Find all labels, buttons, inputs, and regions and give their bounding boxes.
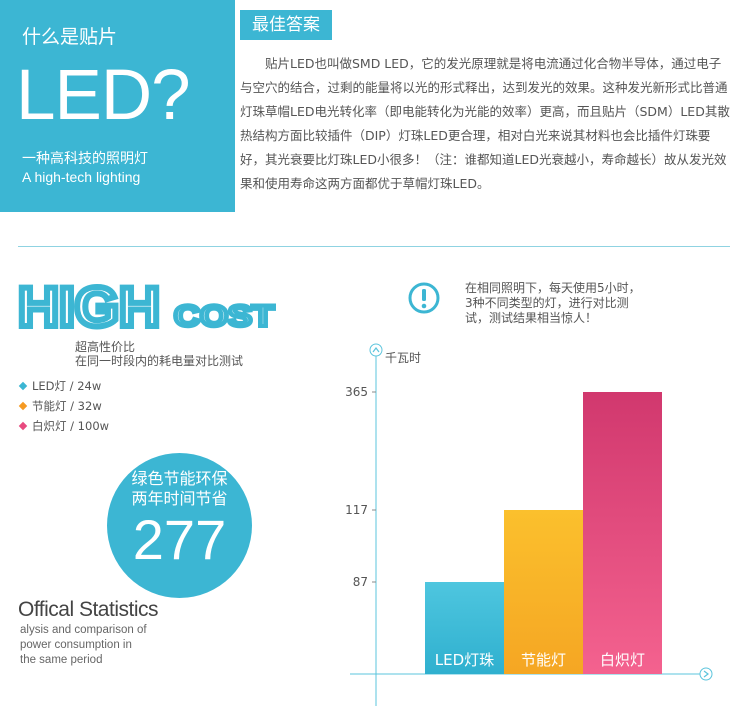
savings-number: 277: [132, 508, 227, 571]
y-tick-label: 365: [345, 385, 368, 399]
bar-label: LED灯珠: [435, 651, 494, 669]
stats-line: power consumption in: [20, 639, 132, 651]
x-axis-arrow-icon: [699, 667, 713, 681]
hero-question: 什么是贴片: [22, 26, 118, 48]
savings-circle: 绿色节能环保 两年时间节省 277: [107, 453, 252, 598]
legend-label: LED灯 / 24w: [32, 379, 102, 393]
diamond-icon: [18, 381, 28, 391]
hero-panel: 什么是贴片 LED? 一种高科技的照明灯 A high-tech lightin…: [0, 0, 235, 212]
test-note: 在相同照明下，每天使用5小时，3种不同类型的灯，进行对比测试，测试结果相当惊人！: [465, 281, 641, 325]
high-word: HIGH: [18, 280, 160, 330]
y-axis-arrow-icon: [369, 343, 383, 357]
hero-subtitle-en: A high-tech lighting: [22, 169, 141, 185]
exclamation-icon: [408, 282, 440, 314]
diamond-icon: [18, 421, 28, 431]
answer-badge: 最佳答案: [240, 10, 332, 40]
bar-2: [583, 392, 662, 674]
diamond-icon: [18, 401, 28, 411]
high-cost-subtitle: 超高性价比: [75, 340, 136, 354]
stats-line: the same period: [20, 654, 103, 666]
legend-item-incandescent: 白炽灯 / 100w: [18, 418, 110, 434]
y-axis-label: 千瓦时: [385, 351, 421, 365]
bar-0: [425, 582, 504, 674]
bar-label: 白炽灯: [600, 651, 645, 669]
power-consumption-chart: 87 117 365 LED灯珠 节能灯 白炽灯 千瓦时: [345, 343, 713, 706]
circle-line2: 两年时间节省: [131, 489, 228, 508]
answer-text: 贴片LED也叫做SMD LED，它的发光原理就是将电流通过化合物半导体，通过电子…: [240, 56, 730, 191]
cost-word: COST: [174, 300, 274, 330]
stats-title: Offical Statistics: [18, 598, 159, 621]
y-tick-label: 87: [353, 575, 368, 589]
high-cost-description: 在同一时段内的耗电量对比测试: [75, 354, 244, 368]
legend-item-led: LED灯 / 24w: [18, 378, 102, 394]
bar-1: [504, 510, 583, 674]
hero-title: LED?: [16, 56, 191, 135]
circle-line1: 绿色节能环保: [131, 469, 228, 488]
legend-item-energy-saving: 节能灯 / 32w: [18, 398, 102, 414]
hero-subtitle-cn: 一种高科技的照明灯: [22, 151, 148, 167]
section-divider: [18, 246, 730, 247]
stats-line: alysis and comparison of: [20, 624, 147, 636]
legend-label: 白炽灯 / 100w: [32, 419, 110, 433]
bar-label: 节能灯: [521, 651, 566, 669]
legend-label: 节能灯 / 32w: [32, 399, 102, 413]
y-tick-label: 117: [345, 503, 368, 517]
high-cost-logo: HIGH COST: [18, 280, 276, 330]
